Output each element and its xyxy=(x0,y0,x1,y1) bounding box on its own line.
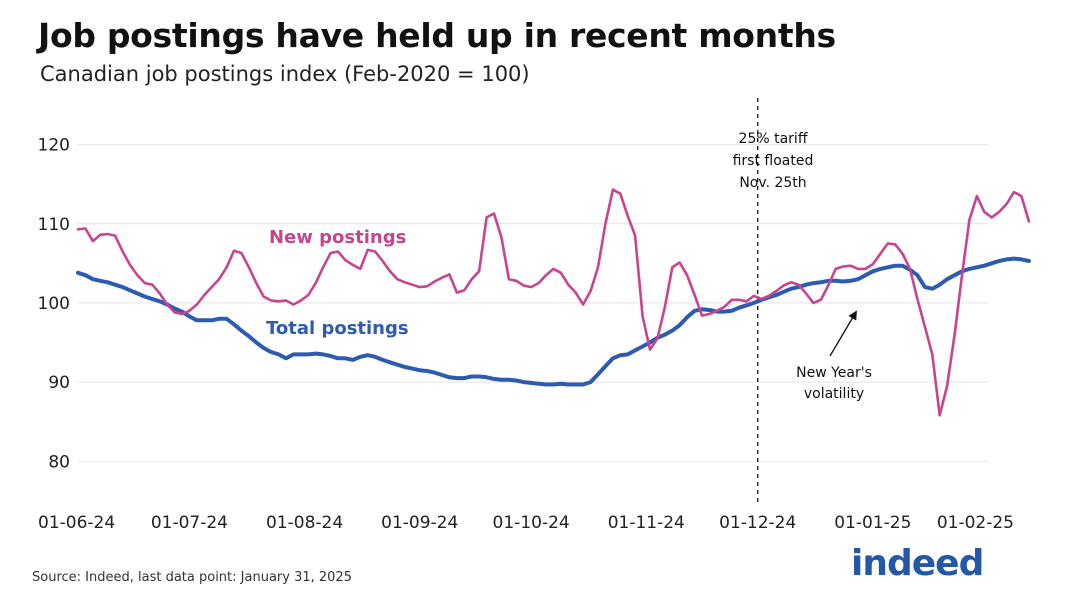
y-tick-label: 80 xyxy=(48,452,70,472)
series-line-total-postings xyxy=(76,256,1031,387)
x-tick-label: 01-02-25 xyxy=(937,513,1014,533)
tariff-annotation-text: Nov. 25th xyxy=(739,175,806,191)
x-tick-label: 01-08-24 xyxy=(266,513,343,533)
series-label-total-postings: Total postings xyxy=(266,318,409,339)
y-axis: 80 90 100 110 120 xyxy=(38,136,70,473)
grid-layer xyxy=(78,144,988,462)
chart-title: Job postings have held up in recent mont… xyxy=(38,16,836,55)
y-tick-label: 110 xyxy=(38,215,70,235)
y-tick-label: 90 xyxy=(48,373,70,393)
x-tick-label: 01-11-24 xyxy=(608,513,685,533)
volatility-annotation-text: New Year's xyxy=(796,365,872,381)
x-tick-label: 01-10-24 xyxy=(493,513,570,533)
x-tick-label: 01-06-24 xyxy=(38,513,115,533)
annotations: 25% tariff first floated Nov. 25th New Year… xyxy=(733,98,872,505)
volatility-arrow xyxy=(829,310,857,357)
x-tick-label: 01-01-25 xyxy=(834,513,911,533)
x-tick-label: 01-09-24 xyxy=(381,513,458,533)
tariff-annotation-text: first floated xyxy=(733,153,814,169)
x-axis: 01-06-24 01-07-24 01-08-24 01-09-24 01-10-24… xyxy=(38,513,1014,533)
volatility-annotation-text: volatility xyxy=(804,386,864,402)
series-layer xyxy=(76,188,1031,417)
series-label-new-postings: New postings xyxy=(269,227,406,248)
source-note: Source: Indeed, last data point: January… xyxy=(32,570,352,585)
series-line-new-postings xyxy=(76,188,1031,417)
indeed-logo: indeed xyxy=(851,543,984,584)
chart-subtitle: Canadian job postings index (Feb-2020 = … xyxy=(40,62,530,86)
x-tick-label: 01-07-24 xyxy=(151,513,228,533)
y-tick-label: 120 xyxy=(38,136,70,156)
tariff-annotation-text: 25% tariff xyxy=(739,131,808,147)
x-tick-label: 01-12-24 xyxy=(719,513,796,533)
y-tick-label: 100 xyxy=(38,294,70,314)
